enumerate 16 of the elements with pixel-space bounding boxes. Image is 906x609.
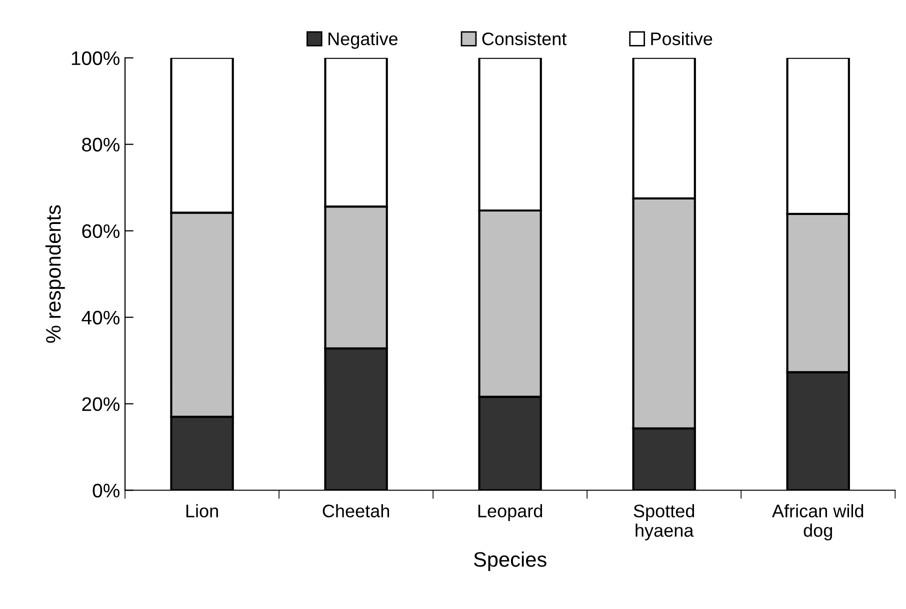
y-tick-label: 20%: [82, 397, 120, 412]
y-tick-label: 80%: [82, 138, 120, 152]
x-tick-label: Cheetah: [322, 504, 390, 518]
legend-label: Negative: [328, 32, 398, 49]
x-tick-label: African wild dog: [772, 504, 864, 540]
legend-label: Positive: [651, 32, 712, 46]
x-axis-title: Species: [474, 552, 546, 571]
x-tick-label: Lion: [186, 504, 218, 518]
y-tick-label: 40%: [82, 310, 120, 325]
legend-label: Consistent: [482, 32, 567, 46]
y-axis-title: % respondents: [45, 205, 65, 343]
x-tick-label: Spotted hyaena: [634, 504, 694, 540]
y-tick-label: 60%: [82, 224, 120, 238]
y-tick-label: 100%: [72, 51, 120, 66]
y-tick-label: 0%: [92, 484, 120, 498]
x-tick-label: Leopard: [478, 504, 542, 521]
